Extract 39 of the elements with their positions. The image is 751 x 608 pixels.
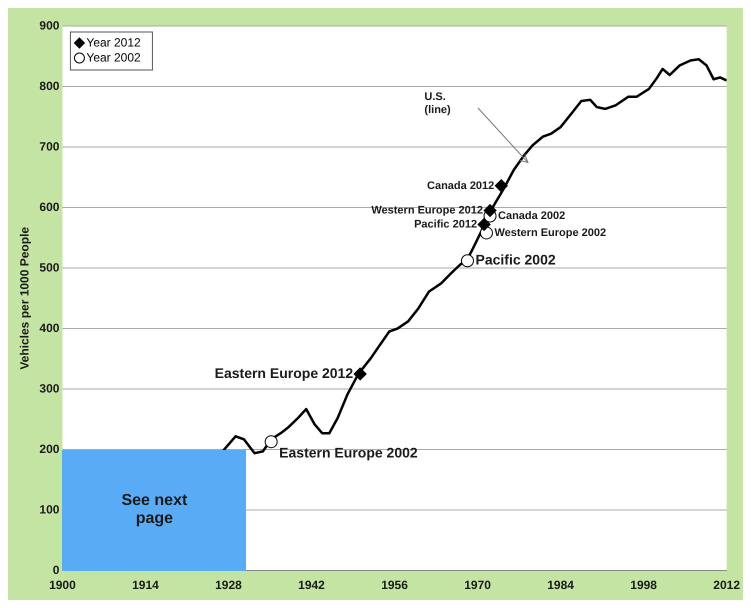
x-tick-label: 1956 xyxy=(381,578,408,592)
x-tick-label: 1900 xyxy=(49,578,76,592)
point xyxy=(264,435,278,448)
y-tick-label: 600 xyxy=(39,200,60,214)
y-tick-label: 500 xyxy=(39,260,60,274)
annotation: Western Europe 2012 xyxy=(371,204,484,217)
x-tick-label: 1942 xyxy=(298,578,326,592)
point xyxy=(484,204,497,218)
x-tick-label: 2012 xyxy=(713,578,740,592)
annotation: Canada 2012 xyxy=(427,180,494,192)
point xyxy=(478,218,491,231)
annotation: Canada 2002 xyxy=(498,210,566,222)
note-box: See next page xyxy=(62,450,246,571)
y-axis-title: Vehicles per 1000 People xyxy=(18,226,32,370)
annotation: Pacific 2012 xyxy=(414,218,478,231)
x-tick-label: 1984 xyxy=(547,578,574,592)
y-tick-label: 0 xyxy=(52,562,60,577)
annotation: Eastern Europe 2002 xyxy=(279,444,418,461)
annotation: U.S. (line) xyxy=(424,91,451,118)
x-tick-label: 1928 xyxy=(215,578,242,592)
point xyxy=(354,367,367,380)
x-tick-label: 1914 xyxy=(132,578,160,592)
y-tick-label: 700 xyxy=(39,139,60,154)
legend-label: Year 2002 xyxy=(86,50,142,64)
x-tick-label: 1970 xyxy=(464,578,492,592)
y-tick-label: 900 xyxy=(39,18,60,32)
annotation: See next page xyxy=(120,492,188,528)
annotation: Eastern Europe 2012 xyxy=(214,364,354,381)
y-tick-label: 100 xyxy=(39,502,60,516)
point xyxy=(494,179,508,192)
annotation: Pacific 2002 xyxy=(475,252,556,268)
y-tick-label: 300 xyxy=(39,381,60,396)
annotation: Western Europe 2002 xyxy=(494,226,606,239)
y-tick-label: 800 xyxy=(39,78,60,93)
point xyxy=(460,254,474,268)
legend-label: Year 2012 xyxy=(86,35,142,50)
y-tick-label: 400 xyxy=(39,320,60,335)
x-tick-label: 1998 xyxy=(630,578,658,592)
y-tick-label: 200 xyxy=(39,442,60,456)
